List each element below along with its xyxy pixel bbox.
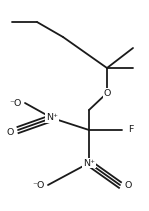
Text: O: O bbox=[103, 88, 111, 97]
Text: O: O bbox=[124, 180, 132, 189]
Text: ⁻O: ⁻O bbox=[10, 99, 22, 107]
Text: N⁺: N⁺ bbox=[46, 114, 58, 123]
Text: ⁻O: ⁻O bbox=[33, 180, 45, 189]
Text: N⁺: N⁺ bbox=[83, 158, 95, 168]
Text: F: F bbox=[128, 126, 133, 134]
Text: O: O bbox=[6, 128, 14, 137]
